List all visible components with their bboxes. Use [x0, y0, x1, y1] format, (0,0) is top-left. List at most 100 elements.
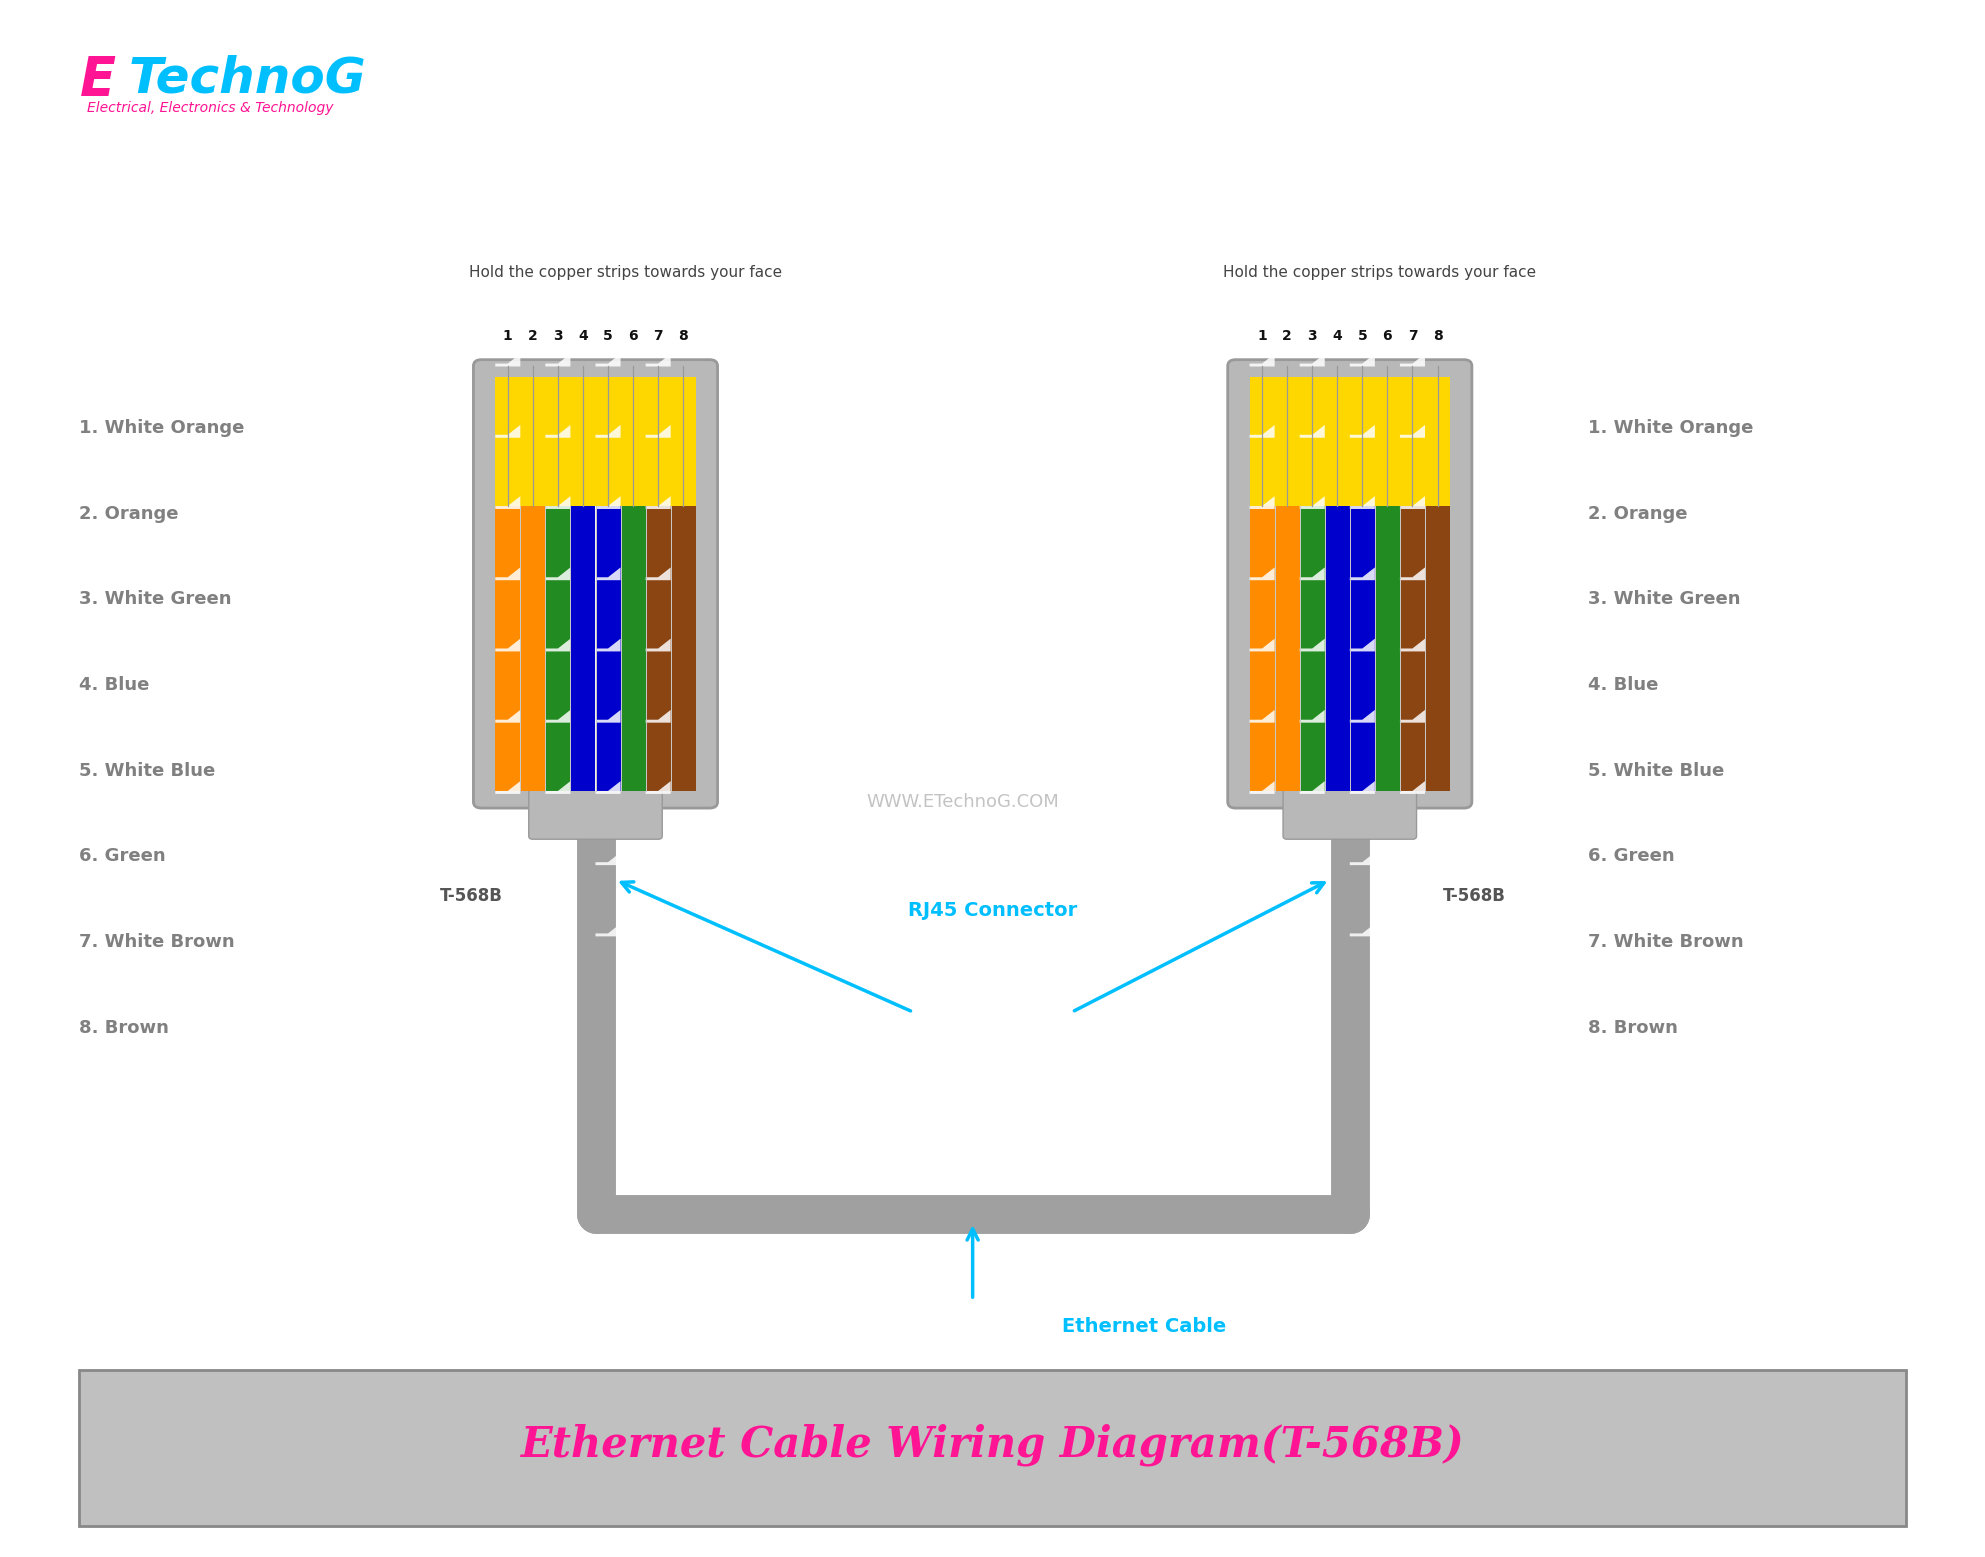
Polygon shape — [1399, 852, 1425, 866]
Polygon shape — [1251, 923, 1274, 936]
Polygon shape — [1300, 497, 1324, 509]
Text: T-568B: T-568B — [441, 887, 502, 906]
FancyBboxPatch shape — [1227, 360, 1473, 808]
Text: WWW.ETechnoG.COM: WWW.ETechnoG.COM — [865, 793, 1060, 811]
Polygon shape — [645, 852, 671, 866]
Polygon shape — [1251, 567, 1274, 581]
Text: 7: 7 — [653, 329, 663, 343]
Polygon shape — [1350, 638, 1376, 651]
Text: 5: 5 — [1358, 329, 1368, 343]
Text: 5: 5 — [603, 329, 613, 343]
Bar — [671, 506, 697, 791]
Bar — [1376, 506, 1399, 791]
Polygon shape — [1350, 353, 1376, 366]
Text: 2. Orange: 2. Orange — [1588, 504, 1687, 523]
Polygon shape — [596, 353, 621, 366]
Polygon shape — [1300, 710, 1324, 722]
Bar — [645, 506, 671, 791]
Text: 3: 3 — [554, 329, 562, 343]
Text: 7. White Brown: 7. White Brown — [79, 933, 234, 951]
Text: 6. Green: 6. Green — [1588, 847, 1675, 866]
Text: Electrical, Electronics & Technology: Electrical, Electronics & Technology — [87, 101, 333, 115]
Polygon shape — [546, 782, 570, 794]
Polygon shape — [1399, 353, 1425, 366]
Polygon shape — [1300, 425, 1324, 438]
Bar — [1425, 506, 1451, 791]
Polygon shape — [645, 425, 671, 438]
Bar — [1399, 506, 1425, 791]
Text: 3. White Green: 3. White Green — [79, 590, 232, 609]
Polygon shape — [596, 852, 621, 866]
Polygon shape — [645, 353, 671, 366]
Bar — [496, 506, 697, 791]
Bar — [1251, 377, 1449, 506]
Text: 6. Green: 6. Green — [79, 847, 167, 866]
Polygon shape — [1300, 353, 1324, 366]
Polygon shape — [1399, 425, 1425, 438]
Text: 8. Brown: 8. Brown — [79, 1018, 169, 1037]
Polygon shape — [546, 710, 570, 722]
Text: E: E — [79, 54, 115, 106]
Text: 8. Brown: 8. Brown — [1588, 1018, 1677, 1037]
Text: 2. Orange: 2. Orange — [79, 504, 179, 523]
Polygon shape — [1399, 567, 1425, 581]
Text: 1: 1 — [1257, 329, 1266, 343]
Polygon shape — [1251, 425, 1274, 438]
Polygon shape — [645, 567, 671, 581]
Polygon shape — [1399, 638, 1425, 651]
Polygon shape — [546, 638, 570, 651]
Polygon shape — [1350, 497, 1376, 509]
Polygon shape — [496, 567, 520, 581]
Polygon shape — [596, 497, 621, 509]
Polygon shape — [496, 638, 520, 651]
Bar — [1251, 506, 1274, 791]
Text: TechnoG: TechnoG — [129, 54, 367, 103]
Polygon shape — [1300, 567, 1324, 581]
Text: 5. White Blue: 5. White Blue — [79, 761, 216, 780]
Polygon shape — [546, 923, 570, 936]
Polygon shape — [1350, 782, 1376, 794]
Polygon shape — [496, 852, 520, 866]
Text: T-568B: T-568B — [1443, 887, 1505, 906]
Polygon shape — [645, 638, 671, 651]
Polygon shape — [1350, 923, 1376, 936]
Polygon shape — [496, 710, 520, 722]
Bar — [1350, 506, 1376, 791]
Text: 8: 8 — [679, 329, 689, 343]
Text: 1: 1 — [502, 329, 512, 343]
Polygon shape — [1300, 852, 1324, 866]
Bar — [1274, 506, 1300, 791]
Polygon shape — [596, 782, 621, 794]
Polygon shape — [596, 710, 621, 722]
Polygon shape — [496, 782, 520, 794]
Polygon shape — [1300, 923, 1324, 936]
Polygon shape — [1251, 353, 1274, 366]
Polygon shape — [645, 497, 671, 509]
Text: 4. Blue: 4. Blue — [79, 676, 149, 694]
Text: Hold the copper strips towards your face: Hold the copper strips towards your face — [1223, 265, 1536, 280]
Bar — [79, 1370, 1906, 1526]
Polygon shape — [1300, 782, 1324, 794]
Text: 3. White Green: 3. White Green — [1588, 590, 1741, 609]
Polygon shape — [1399, 710, 1425, 722]
Polygon shape — [596, 923, 621, 936]
Polygon shape — [1399, 923, 1425, 936]
Polygon shape — [1350, 710, 1376, 722]
FancyBboxPatch shape — [472, 360, 719, 808]
Bar — [546, 506, 570, 791]
Text: 4: 4 — [1332, 329, 1342, 343]
Bar — [496, 377, 697, 506]
Polygon shape — [645, 782, 671, 794]
Text: 4. Blue: 4. Blue — [1588, 676, 1657, 694]
Polygon shape — [496, 425, 520, 438]
Bar — [496, 506, 520, 791]
Polygon shape — [645, 710, 671, 722]
Text: Ethernet Cable: Ethernet Cable — [1062, 1317, 1227, 1336]
Bar — [596, 506, 621, 791]
Polygon shape — [546, 425, 570, 438]
FancyBboxPatch shape — [1282, 789, 1417, 839]
Polygon shape — [1251, 782, 1274, 794]
Text: 8: 8 — [1433, 329, 1443, 343]
Text: 7. White Brown: 7. White Brown — [1588, 933, 1743, 951]
Bar — [570, 506, 596, 791]
